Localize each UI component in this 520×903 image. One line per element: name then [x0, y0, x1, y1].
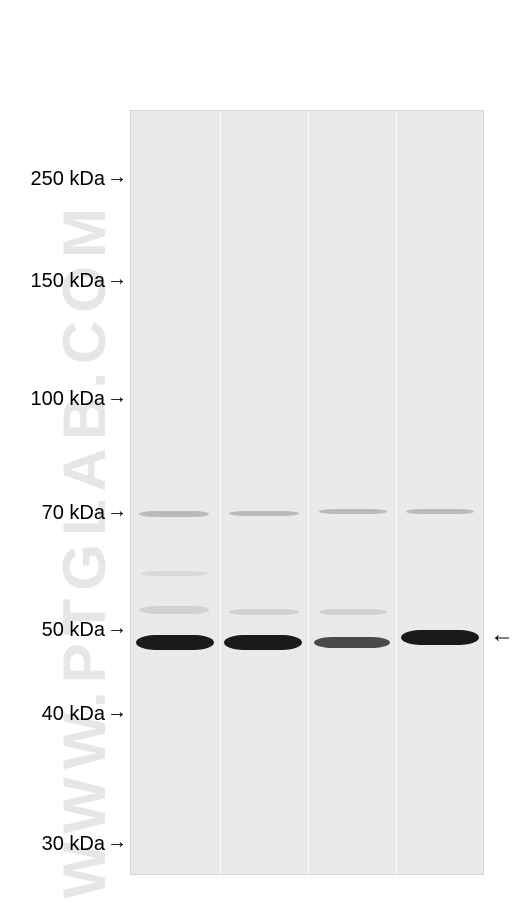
mw-markers-group: 250 kDa → 150 kDa → 100 kDa → 70 kDa → 5… — [0, 0, 130, 903]
band-lane0-faint2 — [141, 571, 207, 576]
mw-arrow-icon: → — [107, 500, 127, 523]
band-lane3-main — [401, 630, 479, 645]
mw-arrow-icon: → — [107, 701, 127, 724]
band-lane3-70k — [406, 509, 474, 514]
band-lane2-main — [314, 637, 390, 648]
mw-label-30: 30 kDa — [0, 833, 105, 856]
band-lane2-faint1 — [319, 609, 387, 615]
mw-label-100: 100 kDa — [0, 388, 105, 411]
mw-label-40: 40 kDa — [0, 703, 105, 726]
mw-arrow-icon: → — [107, 386, 127, 409]
mw-label-150: 150 kDa — [0, 270, 105, 293]
lane-divider — [220, 111, 221, 874]
mw-arrow-icon: → — [107, 617, 127, 640]
band-lane1-faint1 — [229, 609, 299, 615]
mw-arrow-icon: → — [107, 268, 127, 291]
mw-label-250: 250 kDa — [0, 168, 105, 191]
western-blot-figure: WWW.PTGLAB.COM NIH/3T3 mouse colon mouse… — [0, 0, 520, 903]
mw-arrow-icon: → — [107, 831, 127, 854]
blot-membrane — [130, 110, 484, 875]
mw-label-50: 50 kDa — [0, 619, 105, 642]
lane-divider — [396, 111, 397, 874]
band-lane1-main — [224, 635, 302, 650]
band-lane0-70k — [139, 511, 209, 517]
band-lane1-70k — [229, 511, 299, 516]
band-lane0-main — [136, 635, 214, 650]
lane-divider — [308, 111, 309, 874]
band-lane0-faint1 — [139, 606, 209, 614]
target-band-arrow-icon: ← — [490, 621, 514, 649]
mw-arrow-icon: → — [107, 166, 127, 189]
band-lane2-70k — [319, 509, 387, 514]
mw-label-70: 70 kDa — [0, 502, 105, 525]
